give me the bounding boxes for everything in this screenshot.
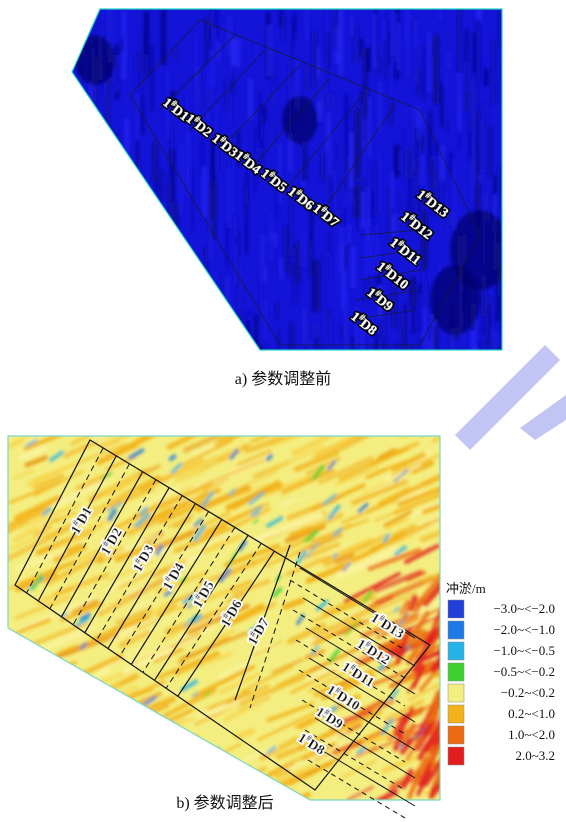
legend-swatch — [448, 726, 464, 744]
legend-swatch — [448, 705, 464, 723]
legend-label: −2.0~<−1.0 — [493, 622, 555, 637]
top-panel: 1#D11#D21#D31#D41#D51#D61#D71#D131#D121#… — [60, 0, 520, 418]
decor-stripes — [455, 345, 566, 450]
legend: 冲淤/m −3.0~<−2.0 −2.0~<−1.0 −1.0~<−0.5 −0.5~… — [446, 581, 555, 765]
legend-swatch — [448, 663, 464, 681]
legend-label: −3.0~<−2.0 — [493, 601, 555, 616]
legend-swatch — [448, 747, 464, 765]
legend-swatch — [448, 621, 464, 639]
legend-label: 2.0~3.2 — [515, 748, 555, 763]
legend-label: −1.0~<−0.5 — [493, 643, 555, 658]
legend-swatch — [448, 642, 464, 660]
legend-label: −0.5~<−0.2 — [493, 664, 555, 679]
caption-top: a) 参数调整前 — [235, 370, 331, 388]
bottom-panel: 1#D11#D21#D31#D41#D51#D61#D7 1#D131#D121#… — [0, 408, 500, 818]
legend-label: 1.0~<2.0 — [508, 727, 555, 742]
legend-title: 冲淤/m — [446, 581, 486, 596]
legend-swatch — [448, 684, 464, 702]
legend-label: −0.2~<0.2 — [501, 685, 555, 700]
legend-swatch — [448, 600, 464, 618]
legend-label: 0.2~<1.0 — [508, 706, 555, 721]
caption-bottom: b) 参数调整后 — [176, 794, 273, 812]
